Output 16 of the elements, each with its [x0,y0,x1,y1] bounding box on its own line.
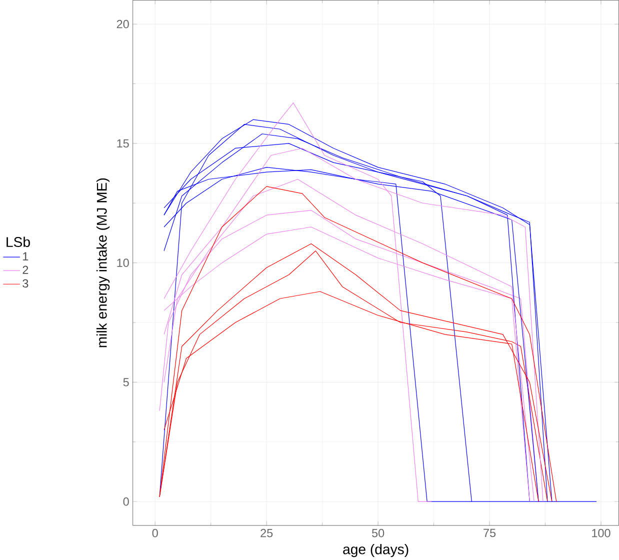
legend-title: LSb [6,236,30,247]
y-tick-label: 5 [123,378,129,386]
legend-label: 1 [23,252,28,260]
y-tick-label: 10 [117,258,129,267]
legend-label: 3 [22,279,28,288]
legend-label: 2 [22,266,28,274]
x-tick-label: 0 [152,528,158,538]
x-tick-label: 100 [592,528,610,538]
y-tick-label: 0 [123,497,129,506]
y-tick-label: 20 [116,20,129,28]
x-tick-label: 75 [484,528,496,537]
x-tick-label: 25 [260,528,273,538]
y-axis-title: milk energy intake (MJ ME) [96,178,110,348]
y-tick-label: 15 [117,139,129,148]
x-tick-label: 50 [372,528,384,538]
x-axis-title: age (days) [343,544,408,557]
